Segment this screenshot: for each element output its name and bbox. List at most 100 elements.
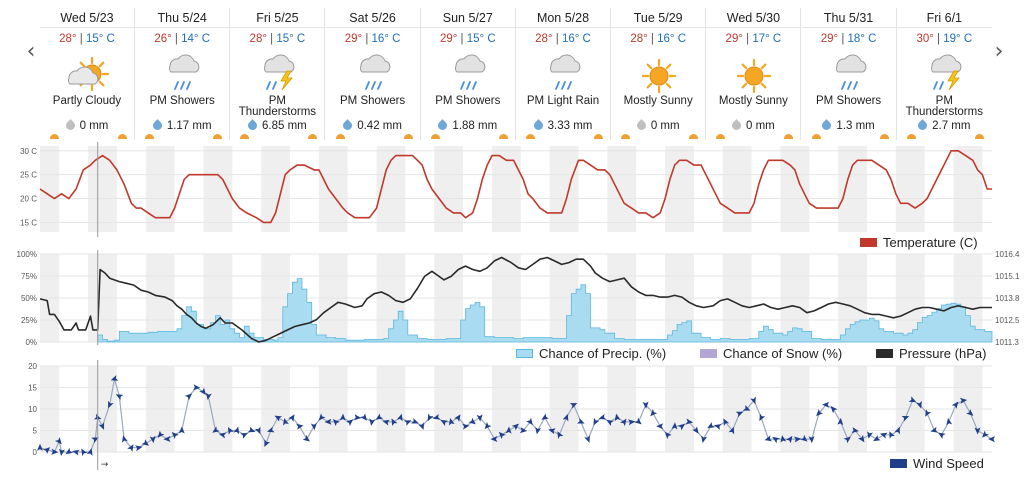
wind-direction-arrow [808, 435, 815, 444]
wind-direction-arrow [141, 439, 150, 446]
previous-days-arrow[interactable]: ‹ [26, 39, 36, 64]
condition-text: Mostly Sunny [718, 95, 788, 107]
wind-legend-label: Wind Speed [913, 456, 984, 471]
low-temp: 15° C [276, 33, 306, 45]
night-band [145, 146, 175, 232]
precip-value: 2.7 mm [932, 120, 971, 132]
day-column[interactable]: Fri 5/25 28° | 15° C PM Thunderstorms 6.85 … [230, 8, 326, 140]
day-column[interactable]: Sat 5/26 29° | 16° C PM Showers 0.42 mm [325, 8, 421, 140]
condition-text: PM Light Rain [526, 95, 600, 107]
pressure-legend-label: Pressure (hPa) [899, 346, 987, 361]
night-band [40, 146, 60, 232]
daily-forecast-strip: Wed 5/23 28° | 15° C Partly Cloudy 0 mm Thu … [40, 8, 992, 140]
wind-arrows [37, 375, 996, 457]
rain-cloud-icon [169, 54, 200, 90]
day-column[interactable]: Fri 6/1 30° | 19° C PM Thunderstorms 2.7 mm [896, 8, 992, 140]
precip-amount: 6.85 mm [230, 119, 324, 132]
wind-direction-arrow [707, 422, 715, 429]
wind-direction-arrow [42, 447, 51, 455]
sunset-icon [498, 134, 508, 139]
temp-separator: | [742, 33, 753, 45]
rain-cloud-icon [454, 54, 486, 90]
day-temperatures: 29° | 15° C [421, 33, 515, 45]
wind-direction-arrow [247, 426, 256, 433]
sunrise-icon [335, 134, 345, 139]
low-temp: 15° C [85, 33, 115, 45]
wind-direction-arrow [701, 435, 708, 444]
wind-direction-arrow [212, 426, 220, 433]
condition-text: Mostly Sunny [623, 95, 693, 107]
day-column[interactable]: Thu 5/31 29° | 18° C PM Showers 1.3 mm [801, 8, 897, 140]
wind-direction-arrow [750, 396, 756, 405]
wind-direction-arrow [163, 435, 171, 442]
sunrise-icon [430, 134, 440, 139]
wind-direction-arrow [946, 417, 953, 426]
wind-direction-arrow [375, 413, 384, 420]
wind-direction-arrow [642, 401, 649, 409]
wind-direction-arrow [274, 415, 283, 422]
wind-direction-arrow [240, 433, 248, 439]
temperature-legend-swatch [860, 238, 877, 247]
precip-value: 0 mm [79, 120, 109, 132]
wind-tick-label: 0 [33, 448, 38, 457]
temp-tick-label: 20 C [20, 195, 37, 204]
day-column[interactable]: Mon 5/28 28° | 16° C PM Light Rain 3.33 mm [516, 8, 611, 140]
wind-direction-arrow [511, 423, 520, 431]
low-temp: 18° C [847, 33, 877, 45]
day-name: Mon 5/28 [516, 8, 610, 28]
wind-direction-arrow [427, 413, 434, 422]
wind-direction-arrow [505, 426, 512, 434]
wind-direction-arrow [576, 417, 585, 424]
raindrop-icon [63, 119, 77, 132]
wind-direction-arrow [685, 418, 694, 425]
day-name: Fri 6/1 [896, 8, 992, 28]
condition-text: PM Showers [149, 95, 215, 107]
temp-separator: | [266, 33, 277, 45]
precip-legend-swatch [516, 349, 533, 358]
wind-direction-arrow [418, 422, 424, 430]
day-column[interactable]: Wed 5/23 28° | 15° C Partly Cloudy 0 mm [40, 8, 135, 140]
sunset-icon [879, 134, 889, 139]
wind-direction-arrow [448, 418, 455, 426]
rain-cloud-icon [359, 54, 390, 90]
wind-direction-arrow [742, 405, 751, 411]
wind-direction-arrow [360, 413, 367, 421]
day-temperatures: 26° | 14° C [135, 33, 229, 45]
wind-direction-arrow [411, 417, 419, 424]
wind-direction-arrow [468, 417, 476, 425]
night-band [665, 146, 694, 232]
day-column[interactable]: Sun 5/27 29° | 15° C PM Showers 1.88 mm [420, 8, 516, 140]
day-column[interactable]: Thu 5/24 26° | 14° C PM Showers 1.17 mm [135, 8, 231, 140]
next-days-arrow[interactable]: › [994, 39, 1004, 64]
low-temp: 16° C [561, 33, 591, 45]
sunrise-icon [50, 134, 59, 139]
wind-direction-arrow [302, 434, 310, 442]
wind-direction-arrow [593, 417, 600, 426]
wind-direction-arrow [569, 403, 578, 409]
night-band [895, 146, 925, 232]
wind-direction-arrow [889, 431, 896, 439]
wind-direction-arrow [598, 413, 607, 420]
wind-tick-label: 5 [33, 427, 38, 436]
sunset-icon [118, 134, 127, 139]
day-column[interactable]: Wed 5/30 29° | 17° C Mostly Sunny 0 mm [706, 8, 802, 140]
high-temp: 30° [916, 33, 934, 45]
day-temperatures: 29° | 17° C [706, 33, 800, 45]
wind-direction-arrow [205, 392, 212, 401]
wind-direction-arrow [54, 437, 62, 445]
wind-direction-arrow [296, 423, 304, 430]
wind-direction-arrow [671, 422, 678, 430]
sunrise-icon [716, 134, 726, 139]
wind-direction-arrow [81, 448, 88, 457]
wind-direction-arrow [65, 447, 73, 455]
rain-cloud-icon [549, 54, 581, 90]
wind-direction-arrow [218, 432, 227, 439]
condition-text: PM Showers [340, 95, 406, 107]
day-name: Sun 5/27 [420, 8, 515, 28]
condition-text: PM Thunderstorms [905, 95, 983, 118]
snow-legend-swatch [700, 349, 717, 358]
high-temp: 28° [630, 33, 648, 45]
wind-direction-arrow [951, 401, 959, 409]
day-column[interactable]: Tue 5/29 28° | 16° C Mostly Sunny 0 mm [611, 8, 707, 140]
wind-direction-arrow [233, 426, 240, 435]
